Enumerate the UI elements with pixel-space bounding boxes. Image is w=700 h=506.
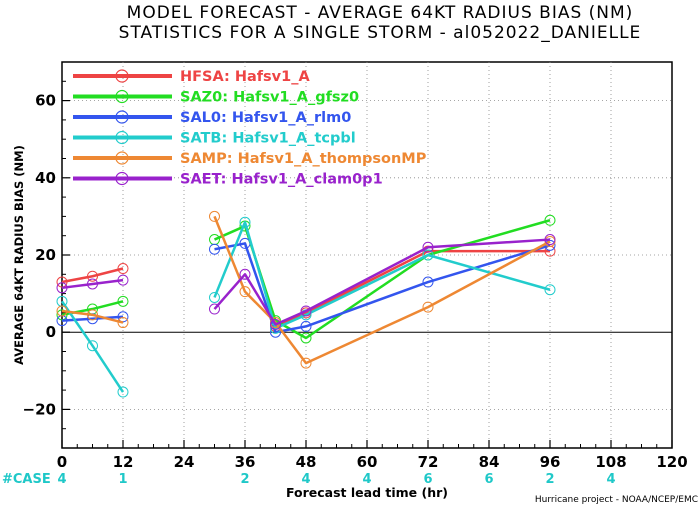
y-tick-label: 0: [46, 323, 56, 341]
data-point: [239, 286, 251, 298]
y-tick-label: 20: [35, 246, 56, 264]
legend-marker: [115, 89, 129, 104]
data-point: [209, 303, 220, 315]
x-tick-label: 0: [57, 453, 67, 471]
data-point: [300, 357, 312, 369]
data-point: [56, 282, 68, 294]
case-counts: 4 1 2 4 4 6 6 2 4: [57, 472, 615, 487]
legend-item-2: SAL0: Hafsv1_A_rlm0: [73, 110, 351, 126]
legend-marker: [115, 130, 129, 145]
y-axis-label: AVERAGE 64KT RADIUS BIAS (NM): [12, 145, 26, 365]
data-point: [209, 243, 220, 255]
case-count: 4: [301, 472, 310, 487]
data-point: [300, 305, 312, 317]
case-count: 4: [362, 472, 371, 487]
grid-layer: [62, 62, 672, 448]
series-line: [61, 267, 124, 284]
data-point: [544, 214, 556, 226]
credit-text: Hurricane project - NOAA/NCEP/EMC: [535, 495, 698, 505]
series-line: [61, 315, 124, 322]
legend-item-4: SAMP: Hafsv1_A_thompsonMP: [73, 151, 427, 167]
x-tick-label: 24: [174, 453, 195, 471]
data-point: [209, 291, 220, 303]
data-point: [239, 216, 251, 228]
x-tick-label: 84: [479, 453, 500, 471]
x-tick-label: 96: [540, 453, 561, 471]
series-line: [60, 300, 125, 393]
data-point: [422, 301, 434, 313]
x-ticks: 0 12 24 36 48 60 72 84 96 108 120: [57, 440, 688, 471]
x-tick-label: 36: [235, 453, 256, 471]
case-count: 1: [118, 472, 127, 487]
series-line: [213, 220, 551, 330]
case-count: 6: [484, 472, 493, 487]
y-tick-label: −20: [23, 400, 56, 418]
legend-label: SAL0: Hafsv1_A_rlm0: [180, 110, 351, 126]
data-point: [544, 234, 556, 246]
data-point: [117, 317, 129, 329]
x-tick-label: 120: [656, 453, 687, 471]
data-point: [209, 210, 220, 222]
series-line: [61, 309, 124, 324]
chart-title-line-2: STATISTICS FOR A SINGLE STORM - al052022…: [119, 23, 642, 43]
case-count: 4: [57, 472, 66, 487]
y-tick-label: 40: [35, 169, 56, 187]
data-point: [544, 284, 556, 296]
data-point: [117, 274, 129, 286]
data-point: [300, 320, 312, 332]
legend-marker: [115, 110, 129, 124]
data-point: [422, 241, 434, 253]
data-point: [117, 263, 129, 275]
series-5: [56, 234, 556, 330]
data-point: [56, 305, 68, 317]
data-point: [117, 386, 129, 398]
legend-marker: [115, 171, 129, 186]
case-count: 2: [240, 472, 249, 487]
legend-item-3: SATB: Hafsv1_A_tcpbl: [73, 131, 356, 147]
data-point: [422, 276, 434, 288]
x-tick-label: 72: [418, 453, 439, 471]
data-point: [87, 270, 98, 282]
legend-label: SAET: Hafsv1_A_clam0p1: [180, 172, 383, 188]
legend-label: HFSA: Hafsv1_A: [180, 69, 310, 85]
series-line: [213, 219, 551, 340]
legend-item-1: SAZ0: Hafsv1_A_gfsz0: [73, 90, 359, 106]
data-point: [117, 295, 129, 307]
series-line: [61, 278, 124, 290]
x-axis-label: Forecast lead time (hr): [286, 485, 448, 500]
x-tick-label: 12: [113, 453, 134, 471]
legend-item-5: SAET: Hafsv1_A_clam0p1: [73, 172, 383, 188]
series-0: [56, 245, 556, 332]
legend-item-0: HFSA: Hafsv1_A: [73, 69, 310, 85]
chart-title-line-1: MODEL FORECAST - AVERAGE 64KT RADIUS BIA…: [127, 3, 634, 23]
x-tick-label: 60: [357, 453, 378, 471]
data-point: [270, 318, 281, 330]
data-point: [239, 268, 251, 280]
case-count: 6: [423, 472, 432, 487]
case-label: #CASE: [2, 472, 51, 487]
legend: HFSA: Hafsv1_A SAZ0: Hafsv1_A_gfsz0 SAL0: …: [73, 69, 427, 188]
legend-label: SATB: Hafsv1_A_tcpbl: [180, 131, 356, 147]
series-layer: [56, 210, 556, 398]
data-point: [300, 332, 312, 344]
y-ticks: −20 0 20 40 60: [23, 61, 70, 449]
x-tick-label: 48: [296, 453, 317, 471]
y-tick-label: 60: [35, 92, 56, 110]
series-line: [213, 238, 551, 326]
data-point: [87, 278, 98, 290]
legend-label: SAMP: Hafsv1_A_thompsonMP: [180, 151, 427, 167]
legend-label: SAZ0: Hafsv1_A_gfsz0: [180, 90, 359, 106]
data-point: [87, 309, 98, 321]
legend-marker: [115, 151, 129, 165]
x-tick-label: 108: [595, 453, 626, 471]
data-point: [87, 340, 98, 352]
case-count: 2: [545, 472, 554, 487]
data-point: [422, 249, 434, 261]
legend-marker: [115, 69, 129, 83]
case-count: 4: [606, 472, 615, 487]
series-line: [274, 249, 550, 328]
